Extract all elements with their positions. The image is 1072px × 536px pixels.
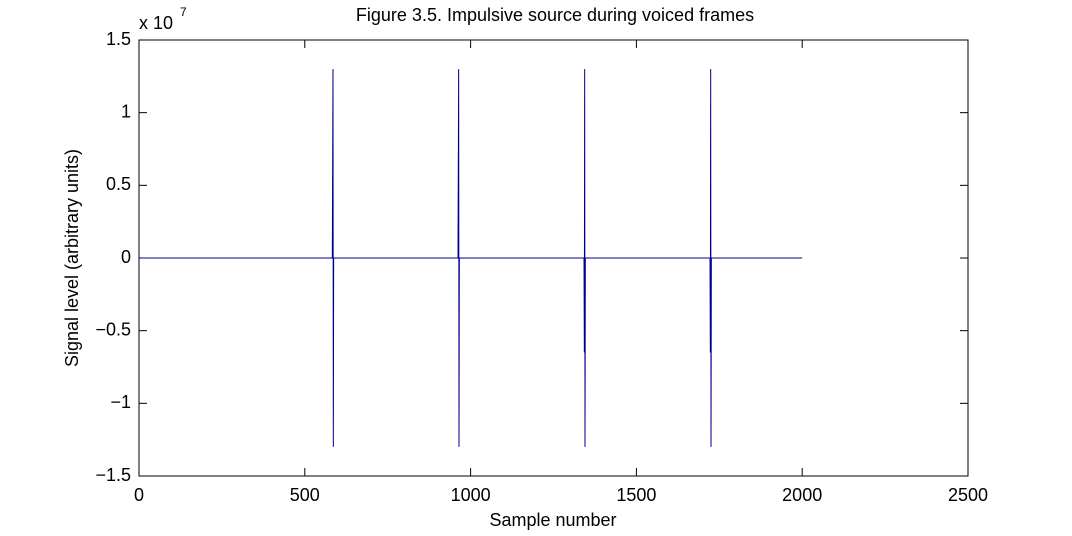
- y-tick-label: −0.5: [95, 319, 131, 339]
- y-tick-label: 1: [121, 101, 131, 121]
- y-scale-base: x 10: [139, 13, 173, 33]
- x-axis-label: Sample number: [489, 510, 616, 530]
- x-tick-label: 1000: [451, 485, 491, 505]
- y-axis-label: Signal level (arbitrary units): [62, 149, 82, 367]
- y-tick-label: −1: [110, 392, 131, 412]
- signal-line: [139, 69, 803, 447]
- x-tick-label: 2000: [782, 485, 822, 505]
- x-tick-label: 1500: [616, 485, 656, 505]
- y-tick-label: −1.5: [95, 465, 131, 485]
- x-tick-label: 500: [290, 485, 320, 505]
- y-tick-label: 0.5: [106, 174, 131, 194]
- y-tick-label: 0: [121, 247, 131, 267]
- chart-title: Figure 3.5. Impulsive source during voic…: [356, 5, 754, 25]
- x-tick-label: 0: [134, 485, 144, 505]
- y-tick-label: 1.5: [106, 29, 131, 49]
- x-tick-label: 2500: [948, 485, 988, 505]
- y-scale-exponent: 7: [180, 5, 187, 19]
